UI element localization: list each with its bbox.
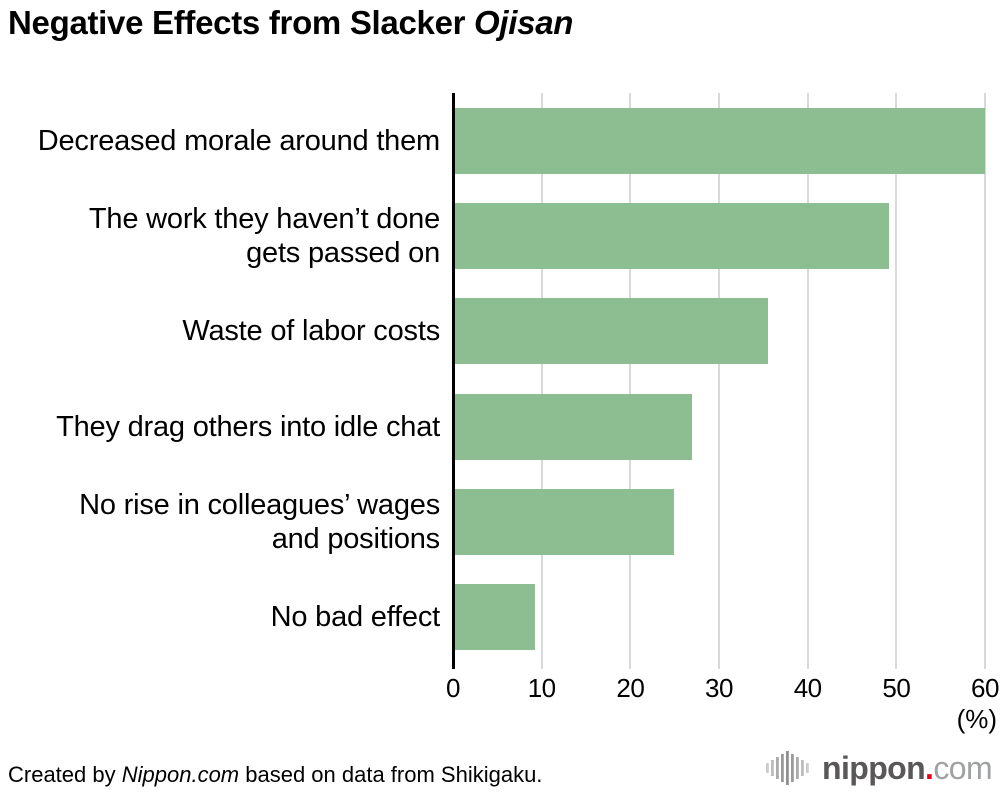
credit-prefix: Created by [8, 762, 122, 787]
bar-2 [455, 298, 768, 365]
bar-0 [455, 108, 986, 174]
x-tick-label-30: 30 [705, 673, 733, 703]
soundwave-bars-icon [766, 751, 809, 785]
logo-tld: com [933, 750, 992, 786]
chart-title: Negative Effects from Slacker Ojisan [8, 4, 573, 42]
bar-1 [455, 203, 890, 270]
bar-4 [455, 488, 674, 555]
gridline-50 [895, 93, 898, 669]
gridline-20 [629, 93, 632, 669]
logo-text: nippon.com [822, 750, 993, 786]
category-label-0: Decreased morale around them [37, 125, 440, 157]
category-label-5: No bad effect [270, 601, 441, 633]
logo-word: nippon [822, 750, 926, 786]
chart-title-plain: Negative Effects from Slacker [8, 4, 475, 41]
gridline-60 [984, 93, 986, 669]
bar-3 [455, 393, 692, 460]
credit-source-name: Nippon.com [121, 762, 240, 787]
x-tick-label-50: 50 [882, 673, 911, 703]
x-tick-label-40: 40 [793, 673, 822, 703]
chart-title-italic: Ojisan [474, 4, 574, 41]
bar-chart-plot-area [452, 93, 990, 669]
credit-suffix: based on data from Shikigaku. [239, 762, 543, 787]
bar-5 [455, 584, 535, 650]
gridline-10 [540, 93, 543, 669]
gridline-30 [718, 93, 720, 669]
x-axis-unit-label: (%) [956, 704, 997, 734]
gridline-40 [806, 93, 809, 669]
category-label-1: The work they haven’t done gets passed o… [88, 203, 440, 270]
x-tick-label-20: 20 [616, 673, 645, 703]
logo-dot: . [925, 750, 934, 786]
x-tick-label-10: 10 [527, 673, 556, 703]
nippon-logo: nippon.com [766, 749, 993, 787]
category-label-2: Waste of labor costs [182, 315, 440, 348]
y-axis-line [452, 93, 455, 669]
x-tick-label-60: 60 [971, 673, 999, 703]
credit-text: Created by Nippon.com based on data from… [8, 762, 542, 788]
category-label-4: No rise in colleagues’ wages and positio… [79, 488, 440, 555]
category-label-3: They drag others into idle chat [56, 410, 440, 443]
x-tick-label-0: 0 [446, 673, 460, 703]
